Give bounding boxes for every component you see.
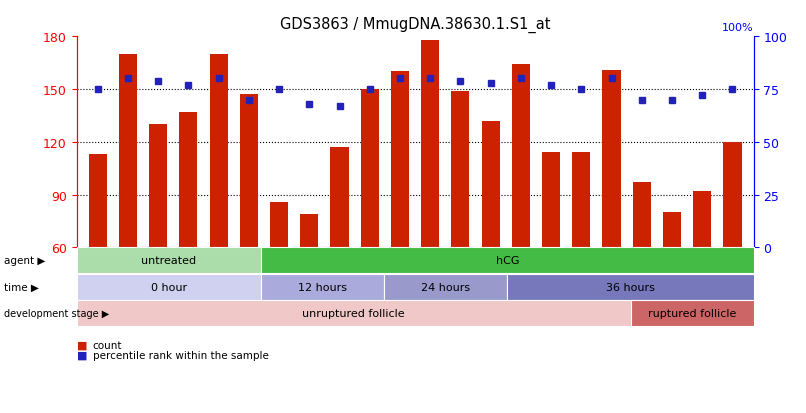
Bar [391, 72, 409, 248]
Text: count: count [93, 340, 123, 350]
Bar [451, 92, 469, 248]
Text: percentile rank within the sample: percentile rank within the sample [93, 350, 268, 360]
Bar [270, 202, 289, 248]
Text: agent ▶: agent ▶ [4, 256, 45, 266]
Bar [300, 214, 318, 248]
Text: untreated: untreated [141, 256, 197, 266]
Text: 12 hours: 12 hours [298, 282, 347, 292]
Text: development stage ▶: development stage ▶ [4, 309, 110, 318]
Bar [89, 155, 106, 248]
Text: ■: ■ [77, 340, 87, 350]
Bar [723, 142, 742, 248]
Bar [421, 41, 439, 248]
Bar [179, 113, 197, 248]
Bar [149, 125, 167, 248]
Bar [330, 148, 348, 248]
Bar [240, 95, 258, 248]
Bar [210, 55, 227, 248]
Bar [360, 90, 379, 248]
Bar [481, 121, 500, 248]
Bar [119, 55, 137, 248]
Bar [693, 192, 711, 248]
Text: 100%: 100% [722, 23, 754, 33]
Text: ■: ■ [77, 350, 87, 360]
Text: unruptured follicle: unruptured follicle [302, 309, 405, 318]
Text: 24 hours: 24 hours [422, 282, 471, 292]
Text: 0 hour: 0 hour [151, 282, 187, 292]
Bar [542, 153, 560, 248]
Bar [602, 71, 621, 248]
Text: 36 hours: 36 hours [606, 282, 655, 292]
Bar [663, 213, 681, 248]
Bar [512, 65, 530, 248]
Title: GDS3863 / MmugDNA.38630.1.S1_at: GDS3863 / MmugDNA.38630.1.S1_at [280, 17, 550, 33]
Bar [633, 183, 650, 248]
Bar [572, 153, 590, 248]
Text: hCG: hCG [496, 256, 519, 266]
Text: time ▶: time ▶ [4, 282, 39, 292]
Text: ruptured follicle: ruptured follicle [648, 309, 736, 318]
